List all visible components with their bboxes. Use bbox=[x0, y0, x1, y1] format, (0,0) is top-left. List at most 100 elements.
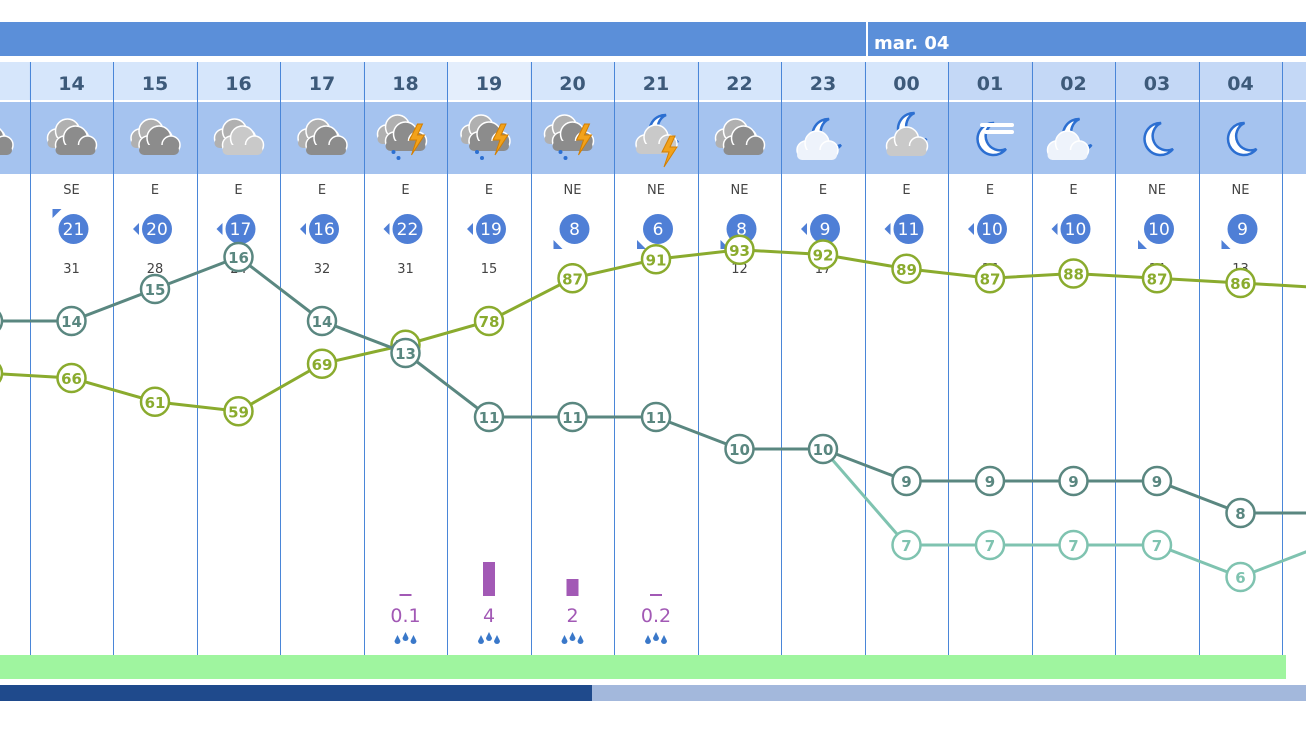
temperature-point bbox=[891, 465, 922, 497]
wind-direction: SE bbox=[63, 183, 79, 198]
wind-direction: E bbox=[902, 183, 910, 198]
wind-arrow-icon bbox=[801, 223, 807, 235]
wind-arrow-icon bbox=[1138, 240, 1147, 249]
temperature-point bbox=[0, 311, 4, 331]
moon-cloud-icon bbox=[796, 117, 842, 160]
humidity-value: 69 bbox=[312, 356, 333, 374]
wind-bubble bbox=[1060, 214, 1091, 244]
wind-speed: 16 bbox=[313, 220, 335, 240]
moon-haze-icon bbox=[976, 121, 1014, 157]
hour-label-01: 01 bbox=[977, 73, 1003, 95]
wind-bubble bbox=[559, 214, 590, 244]
feels_like-point bbox=[1141, 529, 1173, 561]
wind-arrow-icon bbox=[637, 240, 646, 249]
humidity-value: 86 bbox=[1230, 275, 1251, 293]
rain-drops-icon bbox=[478, 632, 500, 644]
wind-speed: 10 bbox=[1065, 220, 1087, 240]
rain-drops-icon bbox=[394, 632, 417, 644]
wind-gust: 28 bbox=[147, 262, 164, 277]
temperature-point bbox=[640, 401, 672, 433]
humidity-point bbox=[473, 305, 505, 337]
hour-label-03: 03 bbox=[1144, 73, 1170, 95]
hour-label-14: 14 bbox=[58, 73, 84, 95]
temperature-value: 11 bbox=[479, 409, 500, 427]
wind-bubble bbox=[643, 214, 673, 244]
humidity-point bbox=[640, 244, 672, 275]
hour-cell bbox=[1198, 62, 1283, 102]
hour-cell bbox=[781, 62, 865, 102]
temperature-point bbox=[1058, 465, 1089, 497]
wind-direction: E bbox=[819, 183, 827, 198]
wind-gust: 32 bbox=[314, 262, 331, 277]
wind-speed: 21 bbox=[63, 220, 85, 240]
wind-direction: NE bbox=[564, 183, 582, 198]
wind-gust: 31 bbox=[63, 262, 80, 277]
hour-cell bbox=[280, 62, 364, 102]
humidity-value: 92 bbox=[813, 247, 834, 265]
wind-gust: 12 bbox=[731, 262, 748, 277]
temperature-value: 9 bbox=[985, 473, 995, 491]
band-divider bbox=[0, 100, 1306, 102]
hour-label-00: 00 bbox=[893, 73, 919, 95]
hour-label-23: 23 bbox=[810, 73, 836, 95]
temperature-value: 14 bbox=[312, 313, 333, 331]
feels_like-value: 7 bbox=[1152, 537, 1162, 555]
rain-drops-icon bbox=[561, 632, 584, 644]
wind-direction: NE bbox=[1232, 183, 1250, 198]
wind-speed: 19 bbox=[480, 220, 502, 240]
cloud-moon-icon bbox=[885, 111, 929, 156]
hour-label-15: 15 bbox=[142, 73, 168, 95]
feels_like-value: 7 bbox=[1068, 537, 1078, 555]
precip-value: 2 bbox=[566, 605, 578, 627]
wind-arrow-icon bbox=[216, 223, 223, 235]
wind-gust: 15 bbox=[481, 262, 498, 277]
wind-speed: 6 bbox=[653, 220, 664, 240]
humidity-point bbox=[56, 362, 87, 394]
temperature-value: 10 bbox=[813, 441, 834, 459]
humidity-value: 87 bbox=[1147, 270, 1168, 288]
wind-direction: E bbox=[151, 183, 159, 198]
humidity-point bbox=[306, 348, 338, 379]
temperature-point bbox=[724, 433, 755, 465]
hour-cell bbox=[447, 62, 531, 102]
wind-direction: E bbox=[234, 183, 242, 198]
partly-cloudy-thunder-icon bbox=[635, 113, 679, 168]
temperature-value: 15 bbox=[145, 281, 166, 299]
temperature-value: 11 bbox=[646, 409, 667, 427]
scroll-thumb[interactable] bbox=[0, 685, 592, 701]
cloud-icon bbox=[130, 118, 181, 155]
precip-bar bbox=[399, 594, 412, 596]
hour-cell bbox=[948, 62, 1032, 102]
temperature-point bbox=[557, 401, 588, 433]
hour-cell bbox=[697, 62, 782, 102]
wind-direction: E bbox=[485, 183, 493, 198]
temperature-point bbox=[807, 433, 839, 465]
humidity-point bbox=[557, 263, 588, 294]
humidity-value: 59 bbox=[228, 403, 249, 421]
hour-label-17: 17 bbox=[309, 73, 335, 95]
wind-speed: 11 bbox=[898, 220, 920, 240]
wind-speed: 9 bbox=[1237, 220, 1248, 240]
cloud-icon bbox=[714, 118, 766, 155]
temperature-point bbox=[1141, 465, 1173, 497]
humidity-value: 61 bbox=[145, 394, 166, 412]
feels_like-value: 6 bbox=[1235, 569, 1245, 587]
wind-direction: E bbox=[401, 183, 409, 198]
wind-speed: 8 bbox=[736, 220, 747, 240]
moon-icon bbox=[1226, 121, 1258, 157]
precip-value: 0.2 bbox=[641, 605, 671, 627]
humidity-value: 88 bbox=[1063, 266, 1084, 284]
wind-bubble bbox=[58, 214, 89, 244]
thunderstorm-icon bbox=[376, 114, 428, 160]
wind-arrow-icon bbox=[133, 223, 139, 235]
temperature-value: 8 bbox=[1235, 505, 1245, 523]
wind-gust: 31 bbox=[397, 262, 414, 277]
humidity-value: 89 bbox=[896, 261, 917, 279]
cloud-icon bbox=[0, 128, 14, 155]
wind-bubble bbox=[810, 214, 840, 244]
wind-bubble bbox=[1227, 214, 1258, 244]
humidity-point bbox=[1058, 258, 1089, 289]
precip-bar bbox=[483, 562, 495, 596]
temperature-point bbox=[56, 305, 87, 337]
